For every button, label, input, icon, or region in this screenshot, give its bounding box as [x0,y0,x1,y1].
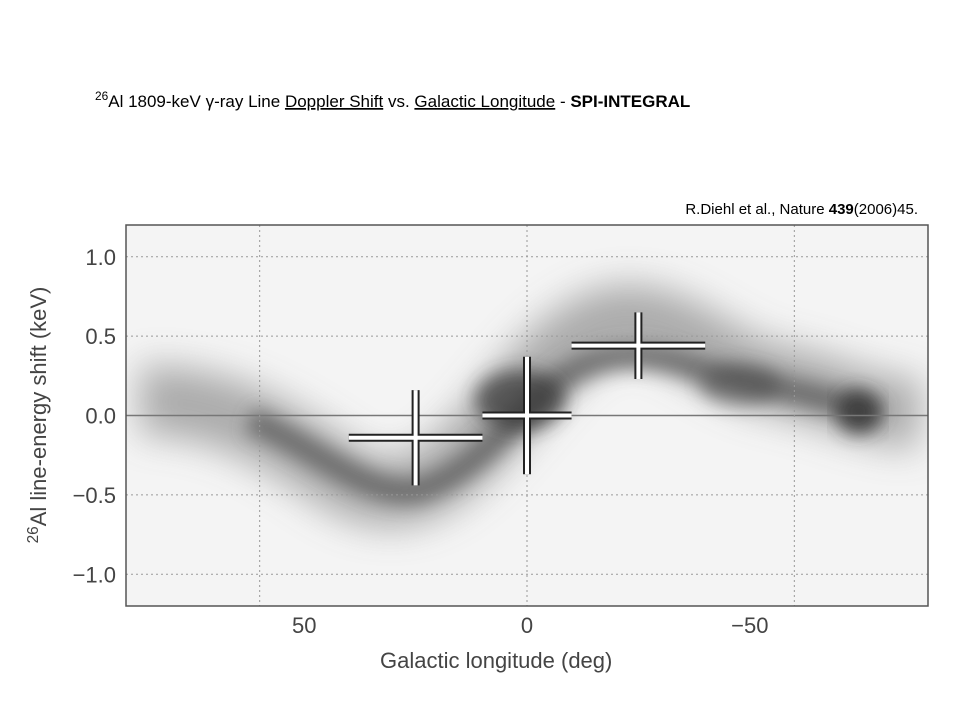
x-axis-label: Galactic longitude (deg) [380,648,612,673]
text-span: SPI-INTEGRAL [570,92,690,111]
y-axis-label: 26Al line-energy shift (keV) [25,287,52,544]
x-tick-label: 50 [292,613,316,638]
text-span: Doppler Shift [285,92,384,111]
text-span: R.Diehl et al., Nature [685,201,828,218]
y-tick-label: 0.0 [85,404,116,429]
y-tick-label: −1.0 [73,562,116,587]
y-tick-label: −0.5 [73,483,116,508]
citation: R.Diehl et al., Nature 439(2006)45. [685,201,918,218]
plot: 1.0 0.5 0.0 −0.5 −1.0 50 0 −50 [73,225,928,638]
plot-frame [125,224,929,607]
text-span: γ [206,92,215,111]
text-span: vs. [383,92,414,111]
text-span: 26 [95,89,109,103]
text-span: 26 [25,526,42,543]
text-span: Al line-energy shift (keV) [26,287,51,527]
x-tick-label: 0 [521,613,533,638]
slide-title: 26Al 1809-keV γ-ray Line Doppler Shift v… [95,89,690,111]
text-span: Galactic Longitude [414,92,555,111]
text-span: (2006)45. [854,201,918,218]
y-tick-label: 0.5 [85,324,116,349]
text-span: -ray Line [214,92,285,111]
text-span: 439 [829,201,854,218]
y-tick-label: 1.0 [85,245,116,270]
x-tick-label: −50 [731,613,768,638]
text-span: - [555,92,570,111]
text-span: Al 1809-keV [108,92,205,111]
